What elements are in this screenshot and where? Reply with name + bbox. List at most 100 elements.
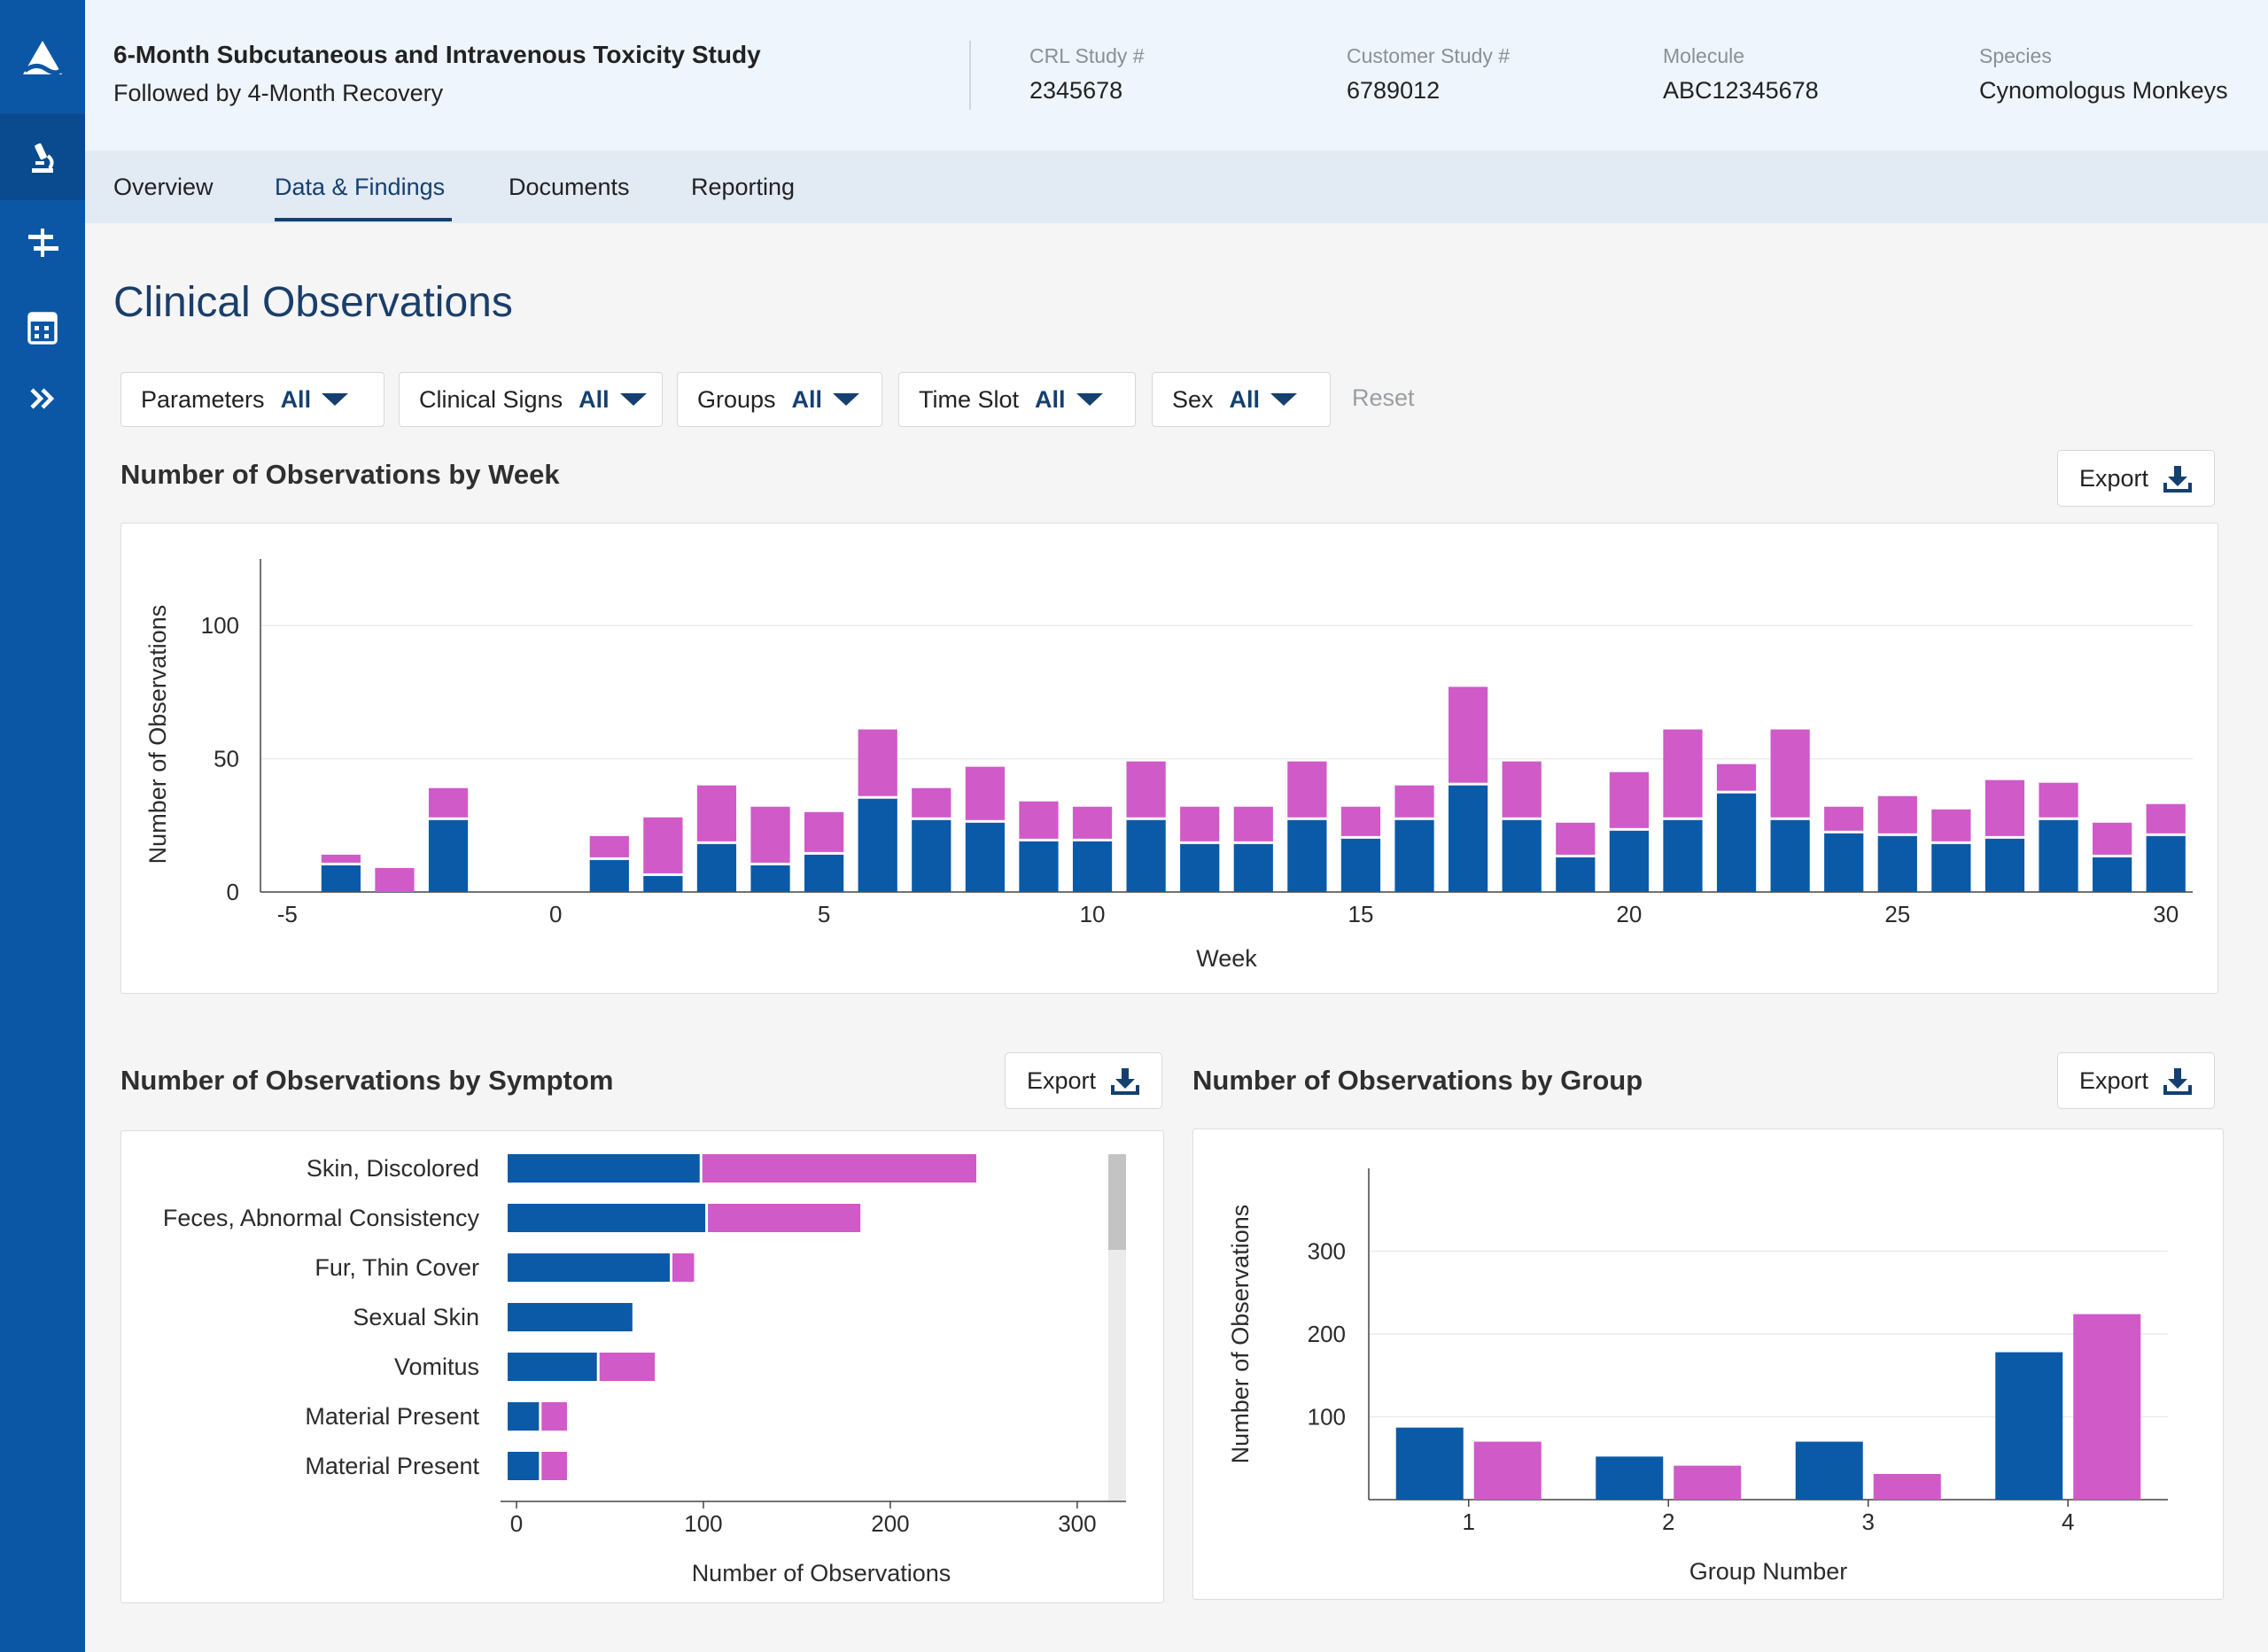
filter-value: All	[1035, 385, 1066, 413]
customer-study-value: 6789012	[1347, 77, 1441, 104]
bar-segment-series2	[1663, 729, 1703, 818]
species-label: Species	[1979, 44, 2052, 67]
bar-segment-series2	[1716, 764, 1757, 791]
reset-button[interactable]: Reset	[1352, 384, 1415, 411]
y-tick-label: 0	[227, 879, 239, 905]
bar-segment-series1	[2093, 857, 2132, 892]
bar-series2	[1674, 1465, 1742, 1500]
molecule-label: Molecule	[1663, 44, 1745, 67]
bar-segment-series1	[508, 1154, 700, 1183]
bar-segment-series2	[1824, 806, 1864, 831]
bar-segment-series2	[1770, 729, 1810, 818]
bar-series2	[1873, 1474, 1941, 1500]
bar-segment-series2	[858, 729, 897, 796]
time-slot-filter[interactable]: Time Slot All	[898, 372, 1136, 427]
bar-segment-series2	[1340, 806, 1381, 836]
filter-label: Groups	[697, 385, 776, 413]
week-export-button[interactable]: Export	[2057, 450, 2215, 507]
export-label: Export	[1026, 1066, 1097, 1094]
bar-segment-series1	[589, 859, 629, 892]
bar-series1	[1995, 1352, 2063, 1500]
filter-label: Sex	[1172, 385, 1214, 413]
bar-segment-series1	[1502, 819, 1542, 892]
group-chart-title: Number of Observations by Group	[1192, 1065, 1643, 1096]
customer-study-field: Customer Study # 6789012	[1347, 44, 1510, 105]
category-label: Feces, Abnormal Consistency	[163, 1205, 480, 1231]
download-icon	[2163, 466, 2193, 492]
bar-segment-series1	[1663, 819, 1703, 892]
crl-study-label: CRL Study #	[1029, 44, 1145, 67]
clinical-signs-filter[interactable]: Clinical Signs All	[399, 372, 663, 427]
active-tab-indicator	[275, 218, 452, 221]
y-axis-label: Number of Observations	[144, 605, 171, 865]
export-label: Export	[2078, 1066, 2149, 1094]
caret-down-icon	[1270, 393, 1298, 406]
symptom-chart-title: Number of Observations by Symptom	[120, 1065, 614, 1096]
bar-segment-series2	[1180, 806, 1220, 842]
x-tick-label: 0	[510, 1510, 523, 1537]
group-export-button[interactable]: Export	[2057, 1052, 2215, 1109]
bar-segment-series1	[2146, 835, 2186, 892]
page-title: Clinical Observations	[113, 279, 513, 326]
tab-overview[interactable]: Overview	[113, 174, 214, 200]
x-tick-label: 5	[818, 901, 830, 927]
crl-study-field: CRL Study # 2345678	[1029, 44, 1145, 105]
bar-series1	[1395, 1427, 1464, 1500]
bar-segment-series2	[2039, 782, 2078, 818]
bar-segment-series1	[1824, 833, 1864, 892]
x-tick-label: 1	[1463, 1509, 1475, 1535]
bar-segment-series2	[1072, 806, 1113, 839]
filter-value: All	[791, 385, 823, 413]
bar-segment-series1	[858, 798, 897, 892]
bar-segment-series2	[1449, 686, 1488, 783]
x-tick-label: 0	[549, 901, 562, 927]
bar-segment-series1	[1449, 785, 1488, 892]
bar-segment-series1	[1984, 838, 2025, 892]
bar-segment-series1	[508, 1303, 633, 1331]
tab-data-findings[interactable]: Data & Findings	[275, 174, 446, 200]
bar-segment-series2	[750, 806, 790, 863]
sex-filter[interactable]: Sex All	[1152, 372, 1331, 427]
bar-segment-series1	[750, 865, 790, 892]
y-tick-label: 300	[1308, 1238, 1346, 1265]
double-chevron-right-icon[interactable]	[0, 356, 85, 441]
timeline-icon[interactable]	[0, 200, 85, 285]
bar-segment-series1	[1931, 843, 1971, 892]
x-axis-label: Week	[1196, 945, 1257, 972]
x-tick-label: 15	[1348, 901, 1373, 927]
groups-filter[interactable]: Groups All	[677, 372, 882, 427]
week-chart: 0 50 100 -5 0 5 10 15 20 25 30 Week Number of Observ…	[144, 559, 2193, 972]
tab-documents[interactable]: Documents	[509, 174, 630, 200]
category-label: Skin, Discolored	[307, 1155, 479, 1182]
bar-segment-series2	[2146, 803, 2186, 834]
bar-segment-series1	[1556, 857, 1596, 892]
microscope-icon[interactable]	[0, 115, 85, 200]
filter-label: Time Slot	[919, 385, 1020, 413]
symptom-export-button[interactable]: Export	[1005, 1052, 1162, 1109]
category-label: Material Present	[305, 1403, 479, 1430]
x-tick-label: 300	[1058, 1510, 1096, 1537]
symptom-chart-panel: Skin, Discolored Feces, Abnormal Consiste…	[120, 1130, 1164, 1603]
group-chart: 100 200 300 1 2 3 4 Group Number Number of Obser…	[1227, 1168, 2168, 1585]
logo-icon[interactable]	[0, 0, 85, 115]
bar-segment-series2	[702, 1154, 976, 1183]
bar-segment-series1	[804, 854, 844, 892]
bar-segment-series2	[643, 817, 683, 873]
bar-segment-series1	[1394, 819, 1434, 892]
tab-reporting[interactable]: Reporting	[691, 174, 796, 200]
bar-segment-series2	[672, 1253, 695, 1282]
bar-segment-series1	[508, 1452, 540, 1480]
bar-segment-series2	[589, 835, 629, 857]
bar-segment-series1	[508, 1204, 706, 1232]
caret-down-icon	[833, 393, 860, 406]
bar-segment-series1	[1770, 819, 1810, 892]
category-label: Fur, Thin Cover	[315, 1254, 479, 1281]
bar-segment-series2	[541, 1402, 567, 1431]
bar-segment-series2	[1502, 761, 1542, 818]
bar-segment-series2	[1233, 806, 1273, 842]
parameters-filter[interactable]: Parameters All	[120, 372, 384, 427]
bar-segment-series2	[2093, 822, 2132, 855]
filter-label: Parameters	[141, 385, 265, 413]
bar-segment-series1	[508, 1402, 540, 1431]
calculator-icon[interactable]	[0, 285, 85, 370]
